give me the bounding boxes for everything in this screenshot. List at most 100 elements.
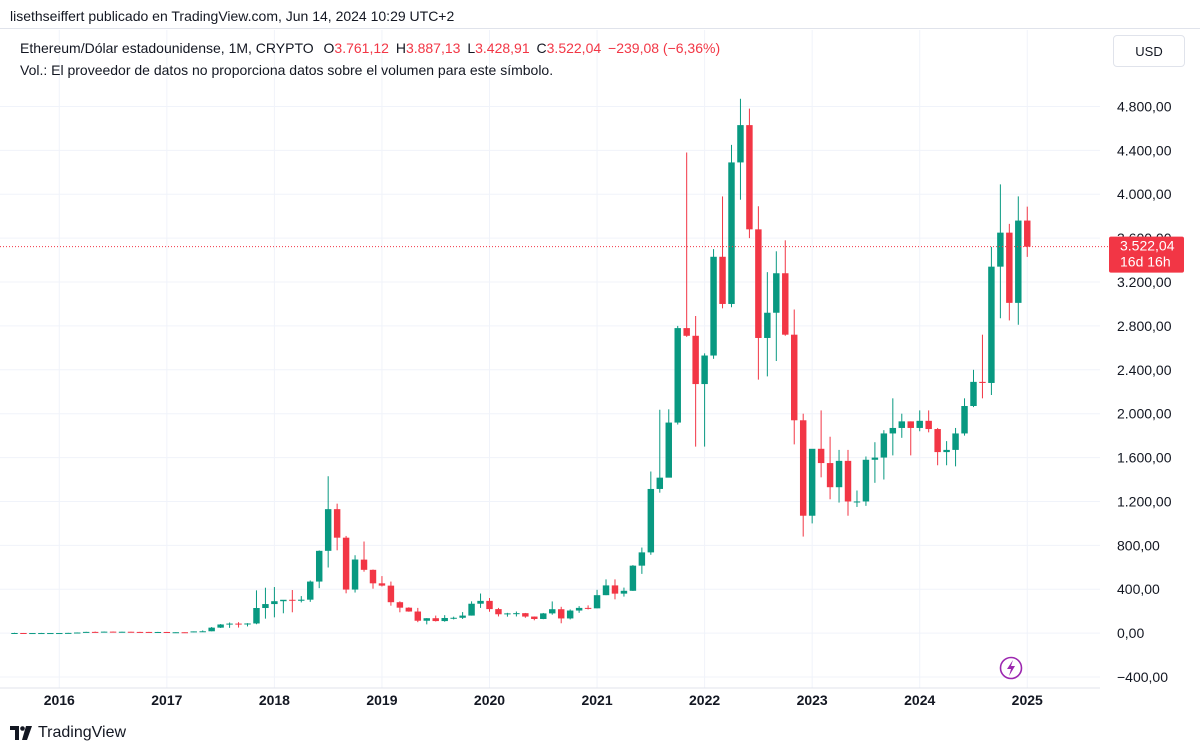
candle xyxy=(127,631,135,633)
close-label: C xyxy=(536,40,547,56)
candle-body xyxy=(934,429,941,453)
candle-body xyxy=(396,602,404,608)
candle-body xyxy=(549,609,556,614)
candle-body xyxy=(324,509,332,551)
candle-body xyxy=(289,599,296,601)
candle-body xyxy=(916,420,923,428)
candle xyxy=(961,398,968,436)
candle xyxy=(226,622,233,628)
candle xyxy=(638,547,646,574)
candle-body xyxy=(56,633,63,635)
candle-body xyxy=(181,632,188,634)
candle xyxy=(656,409,664,493)
price-tag-value: 3.522,04 xyxy=(1120,238,1175,254)
candle xyxy=(540,612,547,620)
candle-body xyxy=(495,609,502,615)
candle-body xyxy=(100,631,108,633)
candle xyxy=(808,448,816,524)
candle xyxy=(889,398,897,456)
time-axis[interactable]: 2016 2017 2018 2019 2020 2021 2022 2023 2024 2025 xyxy=(44,692,1043,708)
candle-body xyxy=(163,631,171,633)
candle-body xyxy=(683,328,690,336)
candle xyxy=(719,196,726,309)
candle-body xyxy=(136,631,144,633)
y-tick-label: 400,00 xyxy=(1117,581,1160,597)
candle-body xyxy=(764,312,771,338)
candle xyxy=(1015,196,1022,325)
candle-body xyxy=(898,421,906,428)
candle xyxy=(566,609,574,620)
candle xyxy=(289,590,296,613)
lightning-icon[interactable] xyxy=(999,656,1023,680)
candle-body xyxy=(369,569,377,584)
candle-body xyxy=(1024,220,1031,247)
candle-body xyxy=(746,125,753,230)
candle-body xyxy=(647,488,655,553)
symbol-description[interactable]: Ethereum/Dólar estadounidense, 1M, CRYPT… xyxy=(20,40,314,56)
candle xyxy=(432,615,439,622)
candle-body xyxy=(20,632,27,634)
candle xyxy=(988,246,995,396)
candle xyxy=(513,611,520,617)
candle xyxy=(817,410,825,478)
candle xyxy=(109,631,117,633)
candle xyxy=(746,108,753,239)
open-value: 3.761,12 xyxy=(334,40,389,56)
candle-body xyxy=(602,585,610,596)
candle xyxy=(531,616,538,621)
candle xyxy=(844,449,852,516)
candle-body xyxy=(190,631,197,633)
candle xyxy=(593,589,601,609)
candle-body xyxy=(315,550,323,582)
candle xyxy=(611,579,619,600)
candle-body xyxy=(817,448,825,464)
price-tag-box xyxy=(1109,236,1184,273)
candle xyxy=(799,413,807,537)
candle xyxy=(307,580,314,602)
candle xyxy=(459,612,466,619)
candle-body xyxy=(154,631,162,633)
candle xyxy=(925,410,932,433)
low-value: 3.428,91 xyxy=(475,40,530,56)
candle-body xyxy=(907,421,914,428)
y-tick-label: 4.000,00 xyxy=(1117,186,1172,202)
candle-body xyxy=(253,608,260,624)
price-axis[interactable]: −400,00 0,00 400,00 800,00 1.200,00 1.600,00 2… xyxy=(1117,98,1172,685)
close-value: 3.522,04 xyxy=(546,40,602,56)
candle-body xyxy=(808,448,816,516)
candle-body xyxy=(226,623,233,625)
candle xyxy=(423,618,430,625)
tradingview-brand[interactable]: TradingView xyxy=(38,724,127,741)
candle xyxy=(764,272,771,377)
x-tick-label: 2020 xyxy=(474,692,505,708)
candle xyxy=(333,503,341,551)
candle-body xyxy=(127,631,135,633)
tradingview-logo-icon[interactable] xyxy=(10,726,32,740)
candle xyxy=(997,184,1004,319)
candle-body xyxy=(271,601,278,605)
candle xyxy=(826,436,834,500)
candle xyxy=(163,631,171,633)
candle xyxy=(853,490,861,507)
y-tick-label: 4.400,00 xyxy=(1117,142,1172,158)
candle xyxy=(782,240,789,336)
candle xyxy=(369,569,377,589)
candle-body xyxy=(235,623,242,625)
y-tick-label: 2.400,00 xyxy=(1117,362,1172,378)
candle xyxy=(351,555,359,593)
candle-body xyxy=(208,627,215,632)
candle-body xyxy=(65,632,72,634)
candle-body xyxy=(943,449,950,453)
low-label: L xyxy=(467,40,476,56)
candle-body xyxy=(118,631,126,633)
candle-body xyxy=(280,599,287,602)
x-tick-label: 2025 xyxy=(1012,692,1043,708)
volume-note: Vol.: El proveedor de datos no proporcio… xyxy=(20,62,554,78)
candle-body xyxy=(737,125,744,163)
y-tick-label: 1.200,00 xyxy=(1117,493,1172,509)
candle-body xyxy=(925,420,932,430)
candle xyxy=(38,632,45,635)
currency-button[interactable]: USD xyxy=(1113,35,1185,67)
candle-body xyxy=(333,509,341,538)
